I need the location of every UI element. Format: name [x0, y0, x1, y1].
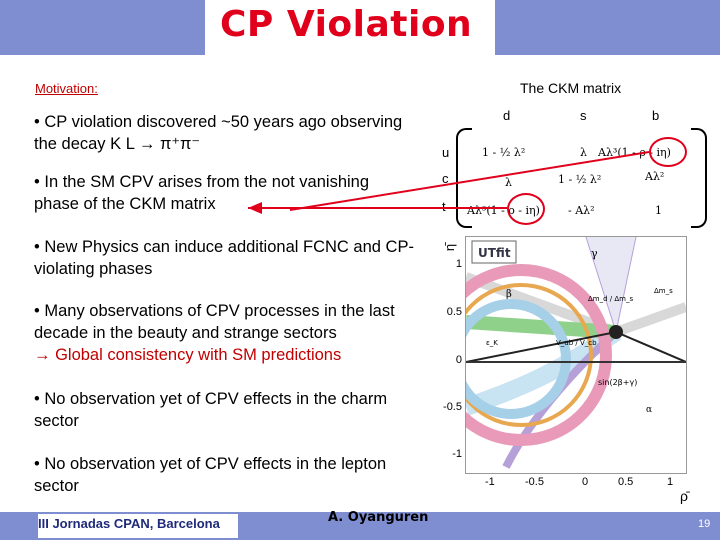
plot-label-gamma: γ	[591, 247, 598, 260]
ut-fit-plot: UTfit γ β Δm_d / Δm_s Δm_s V_ub / V_cb ε…	[465, 236, 687, 474]
plot-label-vub: V_ub / V_cb	[556, 339, 597, 347]
ckm-cell-cb: Aλ²	[645, 170, 665, 183]
highlight-ring-bottom	[507, 193, 545, 225]
plot-label-dmd: Δm_d / Δm_s	[588, 295, 633, 303]
plot-xtick-0-5: 0.5	[618, 476, 634, 488]
bullet-2: • In the SM CPV arises from the not vani…	[34, 173, 370, 213]
ckm-col-b: b	[652, 108, 660, 123]
title-box	[205, 0, 495, 55]
ckm-col-s: s	[580, 108, 587, 123]
footer-author: A. Oyanguren	[328, 510, 429, 525]
plot-ytick-neg-0-5: -0.5	[443, 401, 462, 413]
ckm-cell-ud: 1 - ½ λ²	[482, 146, 526, 159]
bullet-4-highlight: → Global consistency with SM predictions	[34, 346, 342, 364]
plot-label-alpha: α	[646, 405, 652, 415]
matrix-left-bracket	[456, 128, 472, 228]
plot-label-eps: ε_K	[486, 339, 498, 347]
ckm-title: The CKM matrix	[520, 80, 622, 96]
footer-conference: III Jornadas CPAN, Barcelona	[38, 516, 220, 531]
bullet-3: • New Physics can induce additional FCNC…	[34, 238, 414, 278]
plot-label-dms: Δm_s	[654, 287, 673, 295]
slide-title: CP Violation	[220, 4, 473, 45]
ckm-cell-cd: λ	[505, 176, 512, 189]
matrix-right-bracket	[691, 128, 707, 228]
plot-label-beta: β	[506, 289, 512, 300]
ckm-col-d: d	[503, 108, 511, 123]
ckm-cell-ts: - Aλ²	[568, 204, 595, 217]
plot-x-axis-label: ρ̄	[680, 488, 688, 504]
plot-xtick-neg-1: -1	[485, 476, 495, 488]
footer-label-box	[38, 514, 238, 538]
bullet-6: • No observation yet of CPV effects in t…	[34, 455, 387, 495]
bullet-4: • Many observations of CPV processes in …	[34, 300, 414, 366]
ckm-cell-tb: 1	[655, 204, 662, 217]
plot-ytick-0: 0	[455, 354, 462, 366]
plot-ytick-1: 1	[455, 258, 462, 270]
bullet-4-text: • Many observations of CPV processes in …	[34, 302, 395, 342]
plot-xtick-0: 0	[582, 476, 589, 488]
ckm-cell-us: λ	[580, 146, 587, 159]
bullet-5: • No observation yet of CPV effects in t…	[34, 390, 388, 430]
highlight-ring-top	[649, 137, 687, 167]
ckm-row-u: u	[442, 145, 450, 160]
plot-xtick-neg-0-5: -0.5	[525, 476, 544, 488]
plot-ytick-neg-1: -1	[452, 448, 462, 460]
plot-xtick-1: 1	[667, 476, 674, 488]
ckm-row-t: t	[442, 199, 446, 214]
plot-y-axis-label: η̄	[442, 243, 458, 252]
plot-ytick-0-5: 0.5	[446, 306, 462, 318]
utfit-logo: UTfit	[478, 246, 511, 260]
plot-label-sin: sin(2β+γ)	[598, 378, 637, 387]
page-number: 19	[698, 518, 711, 530]
bullet-1: • CP violation discovered ~50 years ago …	[34, 113, 403, 153]
ckm-cell-cs: 1 - ½ λ²	[558, 173, 602, 186]
ckm-row-c: c	[442, 171, 449, 186]
motivation-label: Motivation:	[35, 81, 98, 96]
